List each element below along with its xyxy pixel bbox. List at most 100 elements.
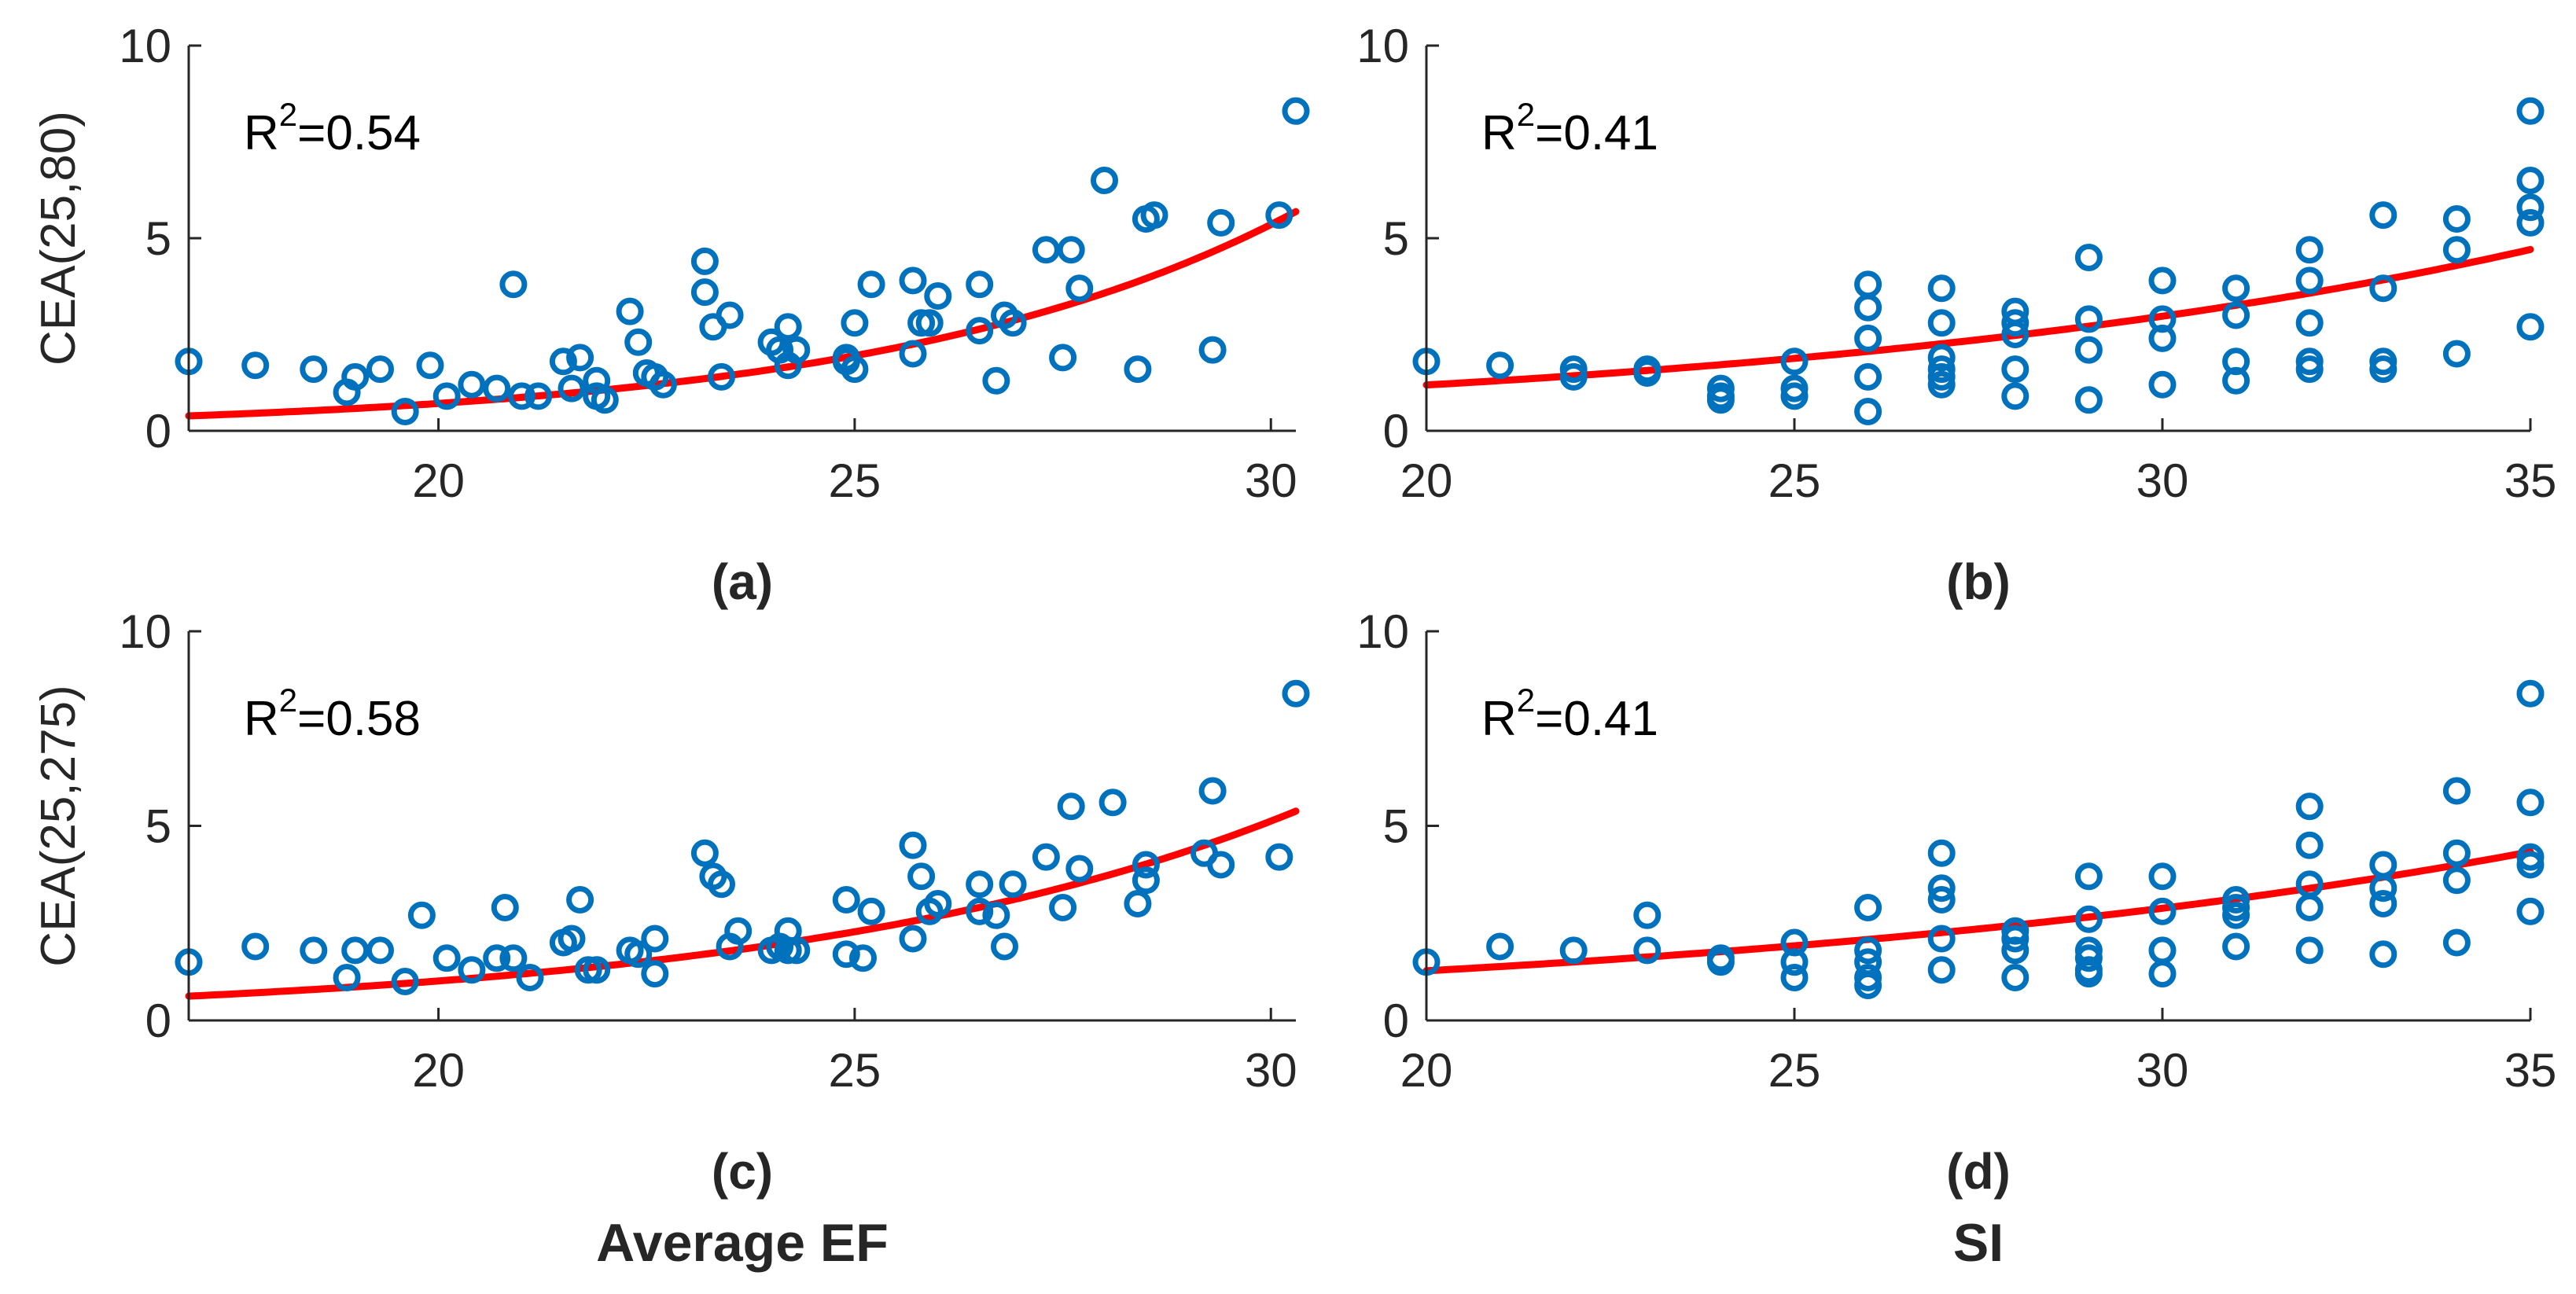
data-point <box>2001 964 2030 991</box>
data-point <box>1486 351 1514 380</box>
x-tick-label: 25 <box>1768 1044 1821 1097</box>
r-squared-annotation: R2=0.54 <box>244 96 421 160</box>
data-point <box>899 925 927 953</box>
y-tick-label: 5 <box>1383 212 1409 265</box>
annotation-base: R <box>244 692 279 746</box>
annotation-value: =0.54 <box>297 106 421 160</box>
data-point <box>649 370 677 399</box>
data-point <box>1927 886 1956 914</box>
x-tick-label: 30 <box>1245 454 1297 507</box>
y-axis-label: CEA(25,275) <box>31 685 86 966</box>
data-point <box>708 870 735 899</box>
data-point <box>1633 901 1662 929</box>
data-point <box>1927 839 1956 867</box>
data-point <box>782 936 811 965</box>
data-point <box>2001 382 2030 410</box>
data-point <box>2074 386 2103 414</box>
data-point <box>2369 201 2398 230</box>
data-point <box>591 386 619 414</box>
data-point <box>2074 960 2103 988</box>
data-point <box>2148 936 2177 965</box>
data-point <box>2369 355 2398 384</box>
r-squared-annotation: R2=0.41 <box>1481 682 1658 746</box>
annotation-base: R <box>244 106 279 160</box>
data-point <box>991 932 1018 961</box>
data-point <box>1065 274 1094 303</box>
annotation-value: =0.41 <box>1535 692 1658 746</box>
data-point <box>1049 344 1077 372</box>
data-point <box>1780 964 1809 991</box>
data-point <box>2001 309 2030 337</box>
data-point <box>1065 855 1094 883</box>
data-point <box>2442 866 2471 895</box>
y-tick-label: 10 <box>119 20 171 72</box>
data-point <box>1854 894 1882 921</box>
data-point <box>2516 167 2545 194</box>
data-point <box>966 897 994 925</box>
y-tick-label: 10 <box>1356 605 1409 658</box>
fit-curve <box>1422 245 2534 389</box>
r-squared-annotation: R2=0.58 <box>244 682 421 746</box>
data-point <box>391 968 419 995</box>
data-point <box>1198 777 1227 805</box>
data-point <box>1098 789 1127 817</box>
data-point <box>2074 244 2103 271</box>
data-point <box>2442 236 2471 264</box>
data-point <box>1927 370 1956 399</box>
data-point <box>1927 925 1956 953</box>
data-point <box>524 382 553 410</box>
data-point <box>549 347 577 376</box>
data-point <box>915 309 944 337</box>
y-axis-label: CEA(25,80) <box>31 111 86 366</box>
data-point <box>1132 866 1160 895</box>
data-point <box>841 355 869 384</box>
data-point <box>966 317 994 345</box>
data-point <box>2148 267 2177 295</box>
data-point <box>1265 843 1294 871</box>
data-point <box>2516 208 2545 237</box>
r-squared-annotation: R2=0.41 <box>1481 96 1658 160</box>
x-tick-label: 25 <box>829 454 881 507</box>
annotation-exponent: 2 <box>1517 96 1535 133</box>
data-point <box>1854 398 1882 425</box>
data-point <box>782 336 811 364</box>
data-point <box>1927 956 1956 984</box>
data-point <box>491 894 519 921</box>
data-point <box>832 940 860 969</box>
data-point <box>333 964 361 991</box>
fit-curve <box>1422 848 2534 975</box>
data-point <box>690 247 719 275</box>
data-point <box>1854 936 1882 965</box>
data-point <box>2148 960 2177 988</box>
data-point <box>857 270 885 299</box>
data-point <box>407 901 436 929</box>
annotation-base: R <box>1481 692 1517 746</box>
data-point <box>2222 301 2250 329</box>
data-point <box>1124 355 1152 384</box>
y-tick-label: 5 <box>145 800 171 853</box>
data-point <box>2222 932 2250 961</box>
data-point <box>716 301 744 329</box>
y-tick-label: 0 <box>1383 405 1409 458</box>
data-point <box>366 355 394 384</box>
data-point <box>2295 355 2324 384</box>
data-point <box>624 328 653 356</box>
data-point <box>1282 679 1310 708</box>
data-point <box>2516 313 2545 341</box>
data-point <box>2369 940 2398 969</box>
data-point <box>2295 936 2324 965</box>
data-point <box>724 917 753 945</box>
panel-label: (d) <box>1946 1143 2011 1200</box>
x-tick-label: 25 <box>829 1044 881 1097</box>
y-tick-label: 0 <box>1383 994 1409 1047</box>
data-point <box>366 936 394 965</box>
x-axis-title: Average EF <box>596 1213 889 1273</box>
data-point <box>924 282 952 310</box>
data-point <box>499 944 528 972</box>
panel-label: (a) <box>712 553 773 610</box>
data-point <box>2148 370 2177 399</box>
data-point <box>341 936 370 965</box>
panel-b: 20 25 30 35 0 5 10 R2=0.41 (b) <box>1356 20 2556 610</box>
data-point <box>2516 679 2545 708</box>
data-point <box>1140 201 1168 230</box>
